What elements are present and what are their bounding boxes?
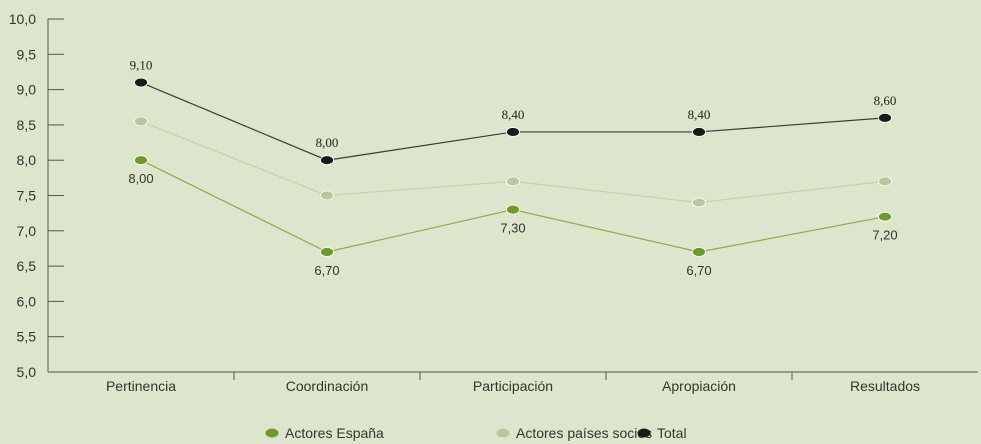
x-tick-label: Resultados xyxy=(850,378,920,394)
data-labels: 9,10 8,00 8,40 8,40 8,60 8,00 6,70 7,30 6,70 7,20 xyxy=(128,58,897,278)
data-points xyxy=(134,77,892,257)
data-point xyxy=(320,247,334,257)
data-point xyxy=(878,176,892,187)
data-point xyxy=(878,112,892,123)
data-label: 7,30 xyxy=(500,221,525,236)
y-tick-label: 7,5 xyxy=(17,188,37,204)
y-tick-label: 8,0 xyxy=(17,152,37,168)
data-point xyxy=(134,155,148,166)
y-tick-label: 6,5 xyxy=(17,258,37,274)
data-label: 8,40 xyxy=(688,107,711,122)
legend-label: Actores España xyxy=(285,425,384,441)
legend-marker xyxy=(637,428,651,438)
data-point xyxy=(134,77,148,88)
x-tick-label: Pertinencia xyxy=(106,378,176,394)
data-point xyxy=(134,116,148,127)
y-tick-label: 9,5 xyxy=(17,46,37,62)
y-tick-label: 5,5 xyxy=(17,329,37,345)
data-label: 8,00 xyxy=(128,171,153,186)
y-tick-label: 9,0 xyxy=(17,82,37,98)
data-label: 6,70 xyxy=(314,263,339,278)
data-label: 8,40 xyxy=(502,107,525,122)
data-point xyxy=(506,127,520,137)
legend: Actores España Actores países socios Total xyxy=(265,425,687,441)
data-label: 7,20 xyxy=(872,228,897,243)
data-point xyxy=(320,155,334,166)
data-point xyxy=(692,197,706,208)
y-tick-label: 8,5 xyxy=(17,117,37,133)
y-tick-label: 7,0 xyxy=(17,223,37,239)
x-tick-label: Apropiación xyxy=(662,378,736,394)
data-point xyxy=(320,190,334,201)
legend-marker xyxy=(265,428,279,438)
data-point xyxy=(878,211,892,222)
data-label: 8,60 xyxy=(874,93,897,108)
axes: 5,0 5,5 6,0 6,5 7,0 7,5 8,0 8,5 9,0 9,5 10,0 Pertin… xyxy=(9,11,978,394)
data-point xyxy=(506,176,520,187)
y-tick-label: 6,0 xyxy=(17,293,37,309)
data-point xyxy=(506,204,520,215)
data-label: 9,10 xyxy=(130,58,153,73)
x-tick-label: Participación xyxy=(473,378,553,394)
data-point xyxy=(692,127,706,137)
legend-label: Actores países socios xyxy=(516,425,652,441)
y-tick-label: 5,0 xyxy=(17,364,37,380)
legend-marker xyxy=(496,428,510,438)
y-tick-label: 10,0 xyxy=(9,11,36,27)
data-label: 6,70 xyxy=(686,263,711,278)
data-point xyxy=(692,247,706,257)
legend-label: Total xyxy=(657,425,687,441)
x-tick-label: Coordinación xyxy=(286,378,369,394)
data-label: 8,00 xyxy=(316,135,339,150)
